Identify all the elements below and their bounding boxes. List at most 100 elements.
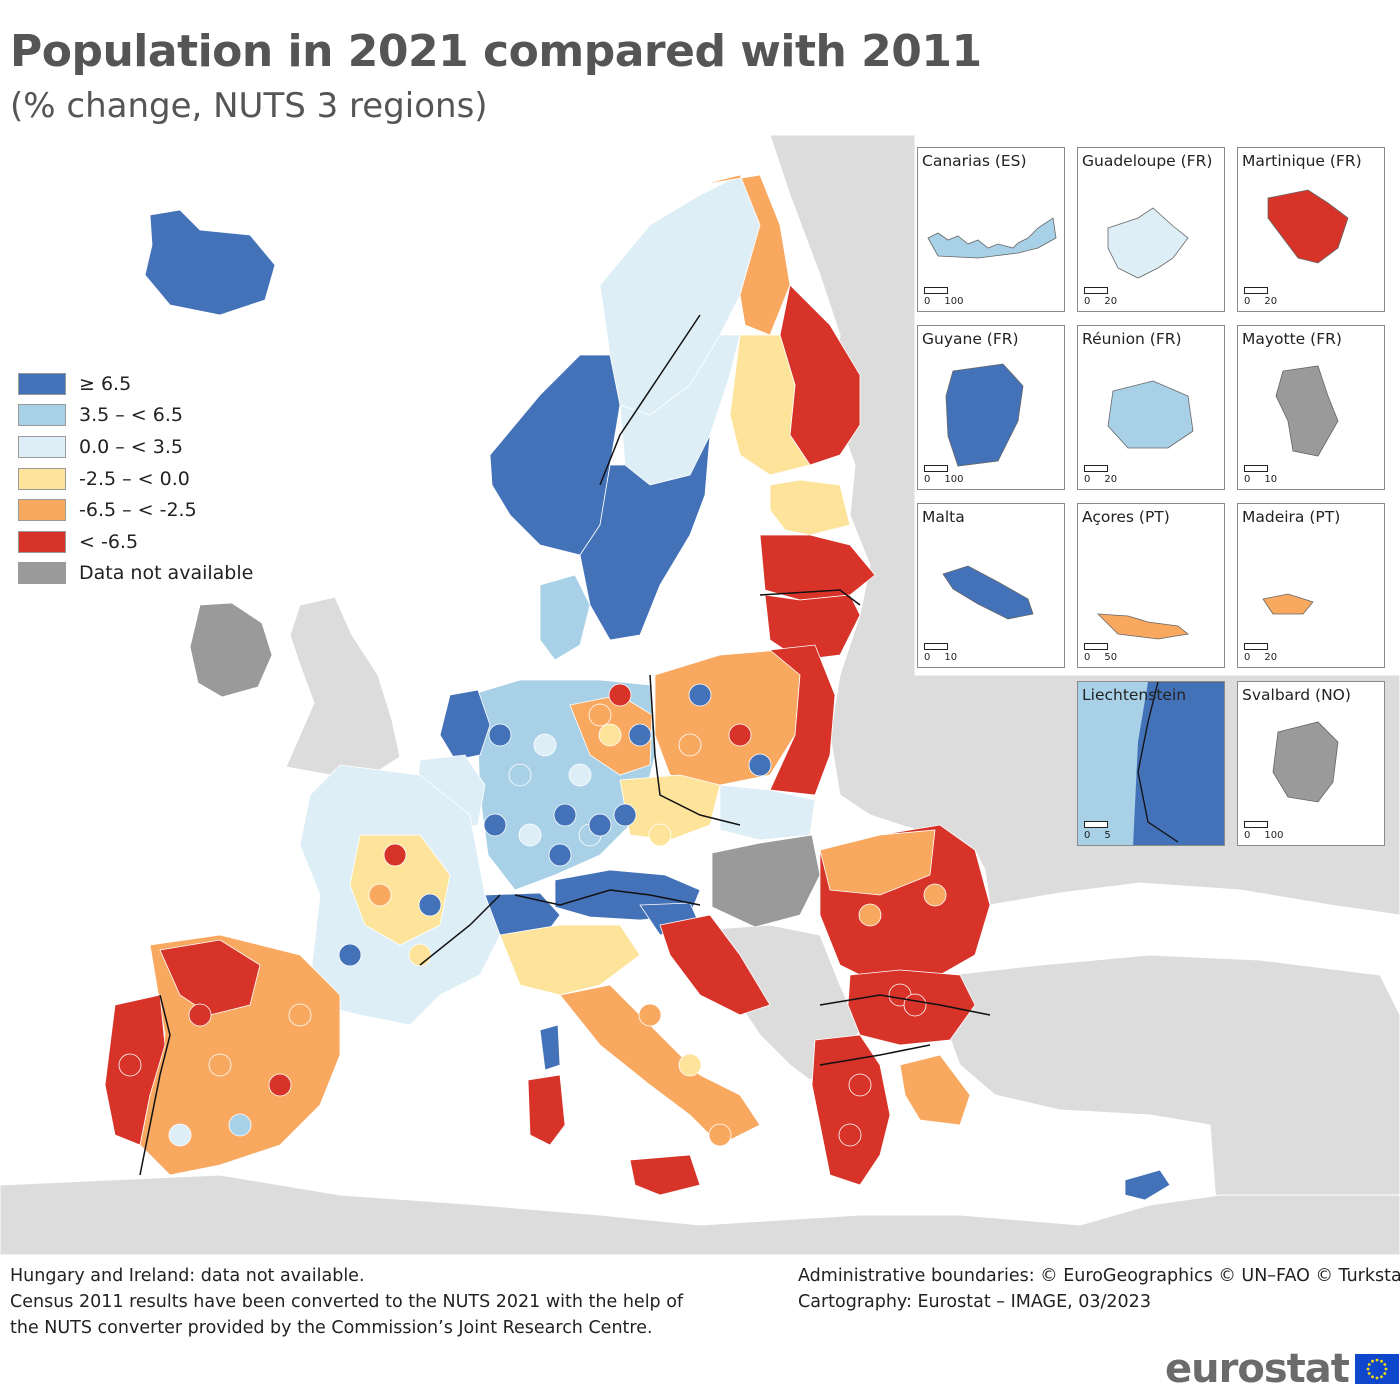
- inset-madeira-pt-[interactable]: Madeira (PT) 0 20: [1237, 503, 1385, 668]
- region-croatia[interactable]: [659, 914, 771, 1016]
- nuts3-cell[interactable]: [488, 723, 512, 747]
- inset-region[interactable]: [942, 565, 1034, 620]
- region-france-central[interactable]: [349, 834, 451, 946]
- nuts3-cell[interactable]: [508, 763, 532, 787]
- nuts3-cell[interactable]: [923, 883, 947, 907]
- source-line: Cartography: Eurostat – IMAGE, 03/2023: [798, 1292, 1151, 1312]
- inset-title: Madeira (PT): [1242, 508, 1341, 526]
- nuts3-cell[interactable]: [553, 803, 577, 827]
- nuts3-cell[interactable]: [518, 823, 542, 847]
- nuts3-cell[interactable]: [483, 813, 507, 837]
- region-slovakia[interactable]: [719, 784, 816, 841]
- nuts3-cell[interactable]: [188, 1003, 212, 1027]
- nuts3-cell[interactable]: [208, 1053, 232, 1077]
- region-greece-islands[interactable]: [899, 1054, 971, 1126]
- eurostat-logo[interactable]: eurostat: [1165, 1346, 1399, 1392]
- nuts3-cell[interactable]: [588, 813, 612, 837]
- nuts3-cell[interactable]: [368, 883, 392, 907]
- nuts3-cell[interactable]: [678, 733, 702, 757]
- nuts3-cell[interactable]: [608, 683, 632, 707]
- inset-title: Canarias (ES): [922, 152, 1027, 170]
- region-spain-north[interactable]: [159, 939, 261, 1016]
- nuts3-cell[interactable]: [688, 683, 712, 707]
- region-estonia[interactable]: [769, 479, 851, 536]
- region-greece[interactable]: [811, 1034, 891, 1186]
- region-finland-south[interactable]: [729, 334, 811, 476]
- nuts3-cell[interactable]: [598, 723, 622, 747]
- region-ireland[interactable]: [189, 602, 273, 698]
- region-poland[interactable]: [654, 649, 801, 786]
- region-italy-north[interactable]: [499, 924, 641, 996]
- inset-guyane-fr-[interactable]: Guyane (FR) 0 100: [917, 325, 1065, 490]
- nuts3-cell[interactable]: [588, 703, 612, 727]
- region-corsica[interactable]: [539, 1024, 561, 1071]
- inset-region[interactable]: [1262, 593, 1314, 615]
- nuts3-cell[interactable]: [418, 893, 442, 917]
- nuts3-cell[interactable]: [568, 763, 592, 787]
- region-sweden-south[interactable]: [579, 434, 711, 641]
- inset-region[interactable]: [1267, 189, 1349, 264]
- region-finland-north[interactable]: [699, 174, 791, 336]
- nuts3-cell[interactable]: [168, 1123, 192, 1147]
- region-lithuania[interactable]: [764, 594, 861, 661]
- scale-bar-graphic: [924, 643, 948, 650]
- scale-bar-graphic: [1244, 287, 1268, 294]
- region-hungary[interactable]: [711, 834, 821, 928]
- inset-mayotte-fr-[interactable]: Mayotte (FR) 0 10: [1237, 325, 1385, 490]
- inset-liechtenstein[interactable]: Liechtenstein 0 5: [1077, 681, 1225, 846]
- nuts3-cell[interactable]: [548, 843, 572, 867]
- nuts3-cell[interactable]: [708, 1123, 732, 1147]
- inset-region[interactable]: [1275, 365, 1339, 457]
- region-romania-north[interactable]: [819, 829, 936, 896]
- region-poland-east[interactable]: [769, 644, 836, 796]
- nuts3-cell[interactable]: [613, 803, 637, 827]
- inset-region[interactable]: [1096, 613, 1189, 640]
- scale-label: 20: [1264, 296, 1278, 307]
- scale-label: 0: [1084, 474, 1091, 485]
- map-title: Population in 2021 compared with 2011: [10, 26, 982, 77]
- inset-region[interactable]: [1107, 207, 1189, 279]
- region-czechia[interactable]: [619, 774, 721, 841]
- nuts3-cell[interactable]: [118, 1053, 142, 1077]
- region-cyprus[interactable]: [1124, 1169, 1171, 1201]
- inset-region[interactable]: [1272, 721, 1339, 803]
- nuts3-cell[interactable]: [903, 993, 927, 1017]
- nuts3-cell[interactable]: [748, 753, 772, 777]
- nuts3-cell[interactable]: [408, 943, 432, 967]
- scale-bar: 0 20: [1244, 643, 1277, 663]
- nuts3-cell[interactable]: [678, 1053, 702, 1077]
- inset-malta[interactable]: Malta 0 10: [917, 503, 1065, 668]
- nuts3-cell[interactable]: [838, 1123, 862, 1147]
- inset-martinique-fr-[interactable]: Martinique (FR) 0 20: [1237, 147, 1385, 312]
- nuts3-cell[interactable]: [858, 903, 882, 927]
- nuts3-cell[interactable]: [228, 1113, 252, 1137]
- nuts3-cell[interactable]: [288, 1003, 312, 1027]
- inset-guadeloupe-fr-[interactable]: Guadeloupe (FR) 0 20: [1077, 147, 1225, 312]
- nuts3-cell[interactable]: [638, 1003, 662, 1027]
- scale-label: 20: [1104, 296, 1118, 307]
- nuts3-cell[interactable]: [533, 733, 557, 757]
- inset-r-union-fr-[interactable]: Réunion (FR) 0 20: [1077, 325, 1225, 490]
- nuts3-cell[interactable]: [383, 843, 407, 867]
- region-sardinia[interactable]: [527, 1074, 566, 1146]
- inset-region[interactable]: [927, 217, 1057, 259]
- nuts3-cell[interactable]: [648, 823, 672, 847]
- inset-svalbard-no-[interactable]: Svalbard (NO) 0 100: [1237, 681, 1385, 846]
- inset-canarias-es-[interactable]: Canarias (ES) 0 100: [917, 147, 1065, 312]
- eu-regions[interactable]: [104, 174, 1171, 1201]
- region-latvia[interactable]: [759, 534, 876, 601]
- nuts3-cell[interactable]: [268, 1073, 292, 1097]
- inset-a-ores-pt-[interactable]: Açores (PT) 0 50: [1077, 503, 1225, 668]
- region-iceland[interactable]: [144, 209, 276, 316]
- inset-region[interactable]: [945, 363, 1024, 467]
- nuts3-cell[interactable]: [338, 943, 362, 967]
- inset-region[interactable]: [1107, 380, 1194, 449]
- nuts3-cell[interactable]: [848, 1073, 872, 1097]
- nuts3-cell[interactable]: [628, 723, 652, 747]
- footnote-line: Census 2011 results have been converted …: [10, 1292, 684, 1312]
- region-sicily[interactable]: [629, 1154, 701, 1196]
- region-denmark[interactable]: [539, 574, 591, 661]
- region-netherlands[interactable]: [439, 689, 491, 761]
- nuts3-cell[interactable]: [728, 723, 752, 747]
